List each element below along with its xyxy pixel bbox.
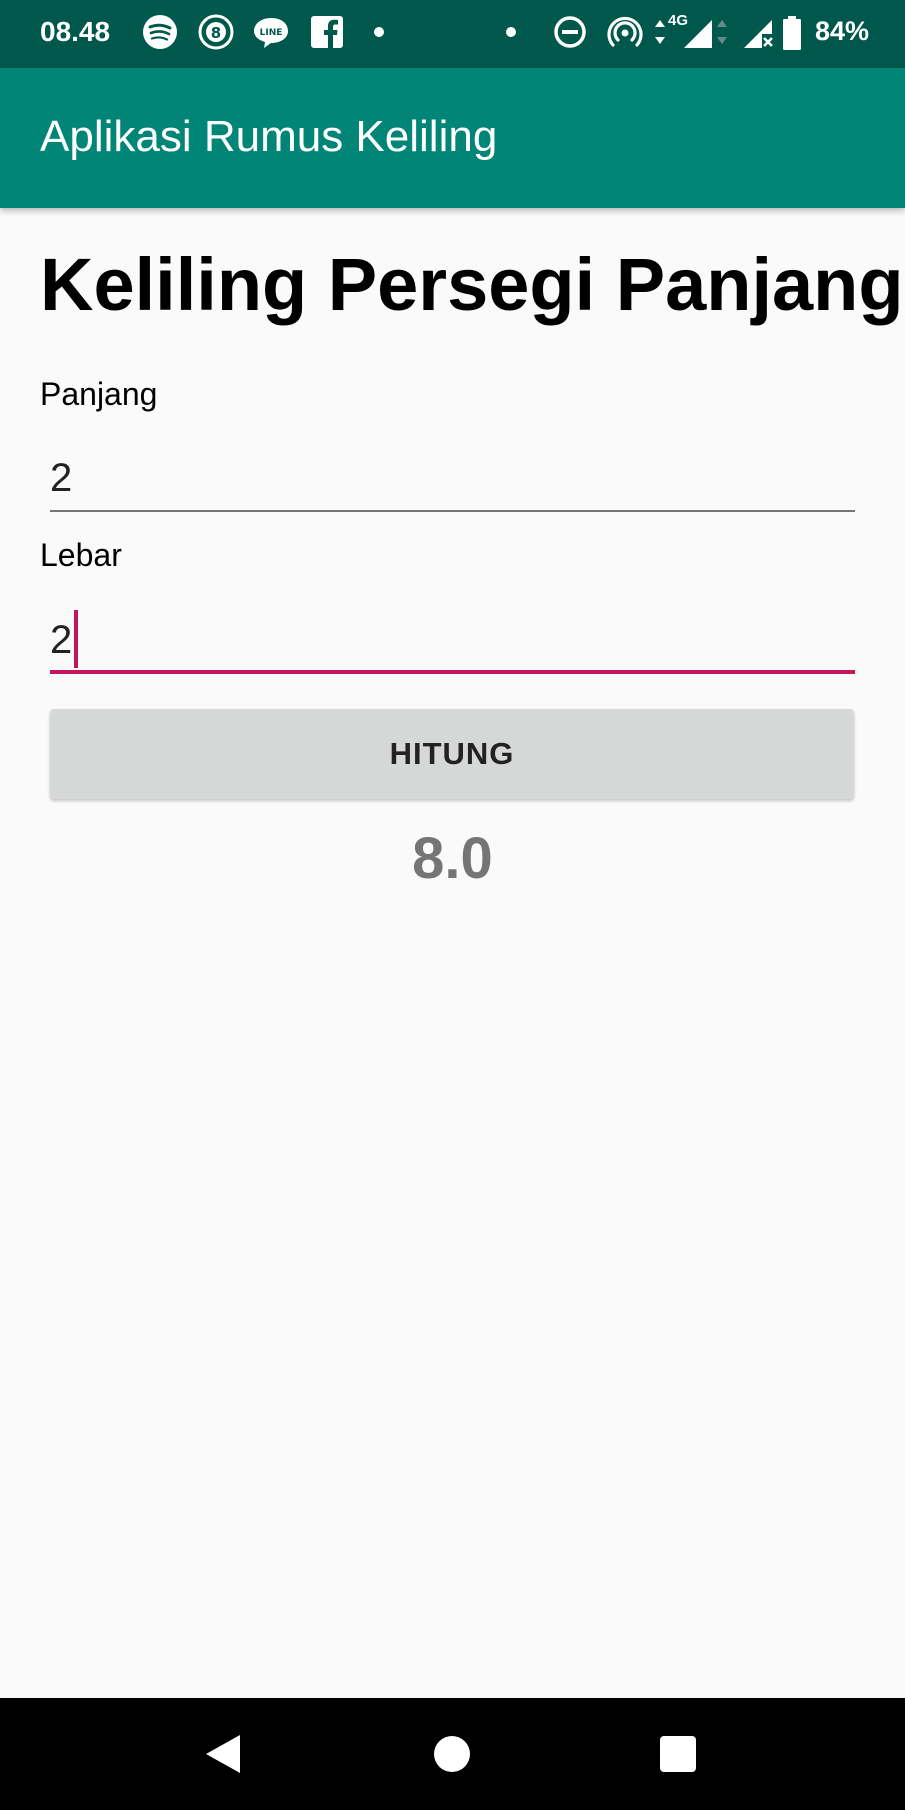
facebook-icon xyxy=(311,16,343,48)
lebar-underline xyxy=(50,670,855,674)
8ball-icon: 8 xyxy=(198,14,234,50)
status-bar: 08.48 8 LINE 4G xyxy=(0,0,905,68)
panjang-underline xyxy=(50,510,855,512)
signal-icon xyxy=(684,20,712,48)
dot-icon xyxy=(506,27,516,37)
app-title: Aplikasi Rumus Keliling xyxy=(40,112,498,161)
network-type: 4G xyxy=(668,12,689,29)
panjang-input[interactable]: 2 xyxy=(50,442,855,512)
svg-text:8: 8 xyxy=(211,24,221,42)
lebar-input[interactable]: 2 xyxy=(50,604,855,674)
line-icon: LINE xyxy=(254,18,288,48)
battery-icon xyxy=(783,16,801,50)
back-icon[interactable] xyxy=(200,1730,248,1778)
result-value: 8.0 xyxy=(412,826,493,891)
home-icon[interactable] xyxy=(428,1730,476,1778)
dnd-icon xyxy=(554,16,586,48)
panjang-value: 2 xyxy=(50,456,73,500)
lebar-value: 2 xyxy=(50,618,73,662)
text-cursor xyxy=(74,610,78,668)
svg-text:LINE: LINE xyxy=(260,28,283,38)
dot-icon xyxy=(374,27,384,37)
panjang-label: Panjang xyxy=(40,376,158,412)
signal-x-icon xyxy=(744,20,773,48)
status-time: 08.48 xyxy=(40,16,111,47)
app-bar: Aplikasi Rumus Keliling xyxy=(0,68,905,208)
page-title: Keliling Persegi Panjang xyxy=(40,243,904,326)
battery-percent: 84% xyxy=(814,16,869,46)
recents-icon[interactable] xyxy=(654,1730,702,1778)
navigation-bar xyxy=(0,1698,905,1810)
hotspot-icon xyxy=(607,16,643,47)
hitung-button[interactable]: HITUNG xyxy=(50,709,854,799)
data-arrows-icon xyxy=(717,20,727,44)
data-arrows-icon xyxy=(655,20,665,44)
spotify-icon xyxy=(143,15,177,49)
lebar-label: Lebar xyxy=(40,537,122,573)
